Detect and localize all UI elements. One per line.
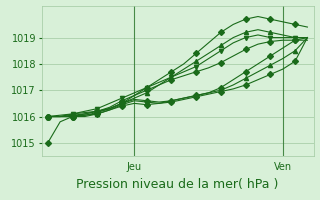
X-axis label: Pression niveau de la mer( hPa ): Pression niveau de la mer( hPa ) [76, 178, 279, 191]
